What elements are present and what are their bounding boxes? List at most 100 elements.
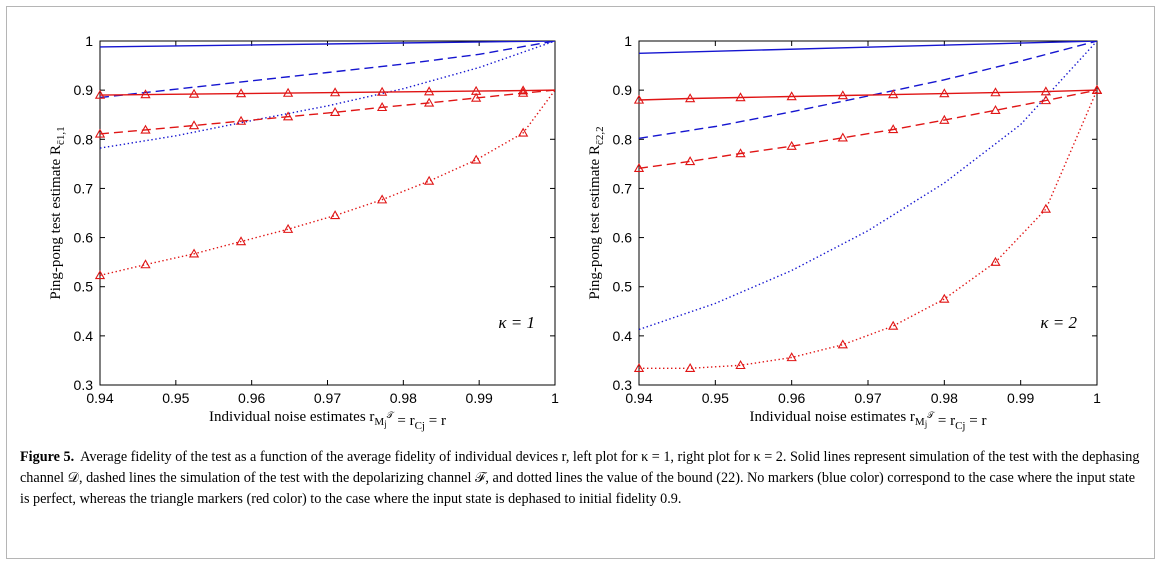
x-tick-label: 0.95 bbox=[702, 390, 729, 406]
triangle-marker bbox=[140, 89, 151, 99]
kappa-annotation: κ = 2 bbox=[1040, 313, 1077, 332]
triangle-marker bbox=[329, 210, 341, 220]
triangle-marker bbox=[282, 111, 294, 121]
triangle-marker bbox=[939, 293, 950, 303]
triangle-marker bbox=[837, 339, 848, 349]
plot-panel-2: 0.94 0.95 0.96 0.97 0.98 0.99 1 0.3 0.4 0.5 0.6 0.7… bbox=[587, 33, 1103, 432]
triangle-marker bbox=[1040, 203, 1052, 213]
triangle-marker bbox=[282, 87, 294, 97]
y-tick-label: 0.4 bbox=[74, 328, 94, 344]
triangle-marker bbox=[786, 91, 797, 101]
triangle-marker bbox=[235, 115, 247, 125]
triangle-marker bbox=[188, 88, 200, 98]
series-line-dashed-blue bbox=[100, 41, 555, 99]
triangle-marker bbox=[423, 175, 435, 185]
figure-frame: 0.94 0.95 0.96 0.97 0.98 0.99 1 0.3 0.4 0.5 0.6 0.7… bbox=[6, 6, 1155, 559]
x-tick-label: 0.96 bbox=[778, 390, 805, 406]
triangle-marker bbox=[837, 90, 848, 100]
triangle-marker bbox=[423, 86, 435, 96]
triangle-marker bbox=[735, 360, 746, 370]
triangle-marker bbox=[888, 320, 899, 330]
triangle-marker bbox=[282, 223, 294, 233]
kappa-annotation: κ = 1 bbox=[498, 313, 535, 332]
triangle-marker bbox=[140, 259, 151, 269]
y-tick-label: 0.3 bbox=[613, 377, 633, 393]
series-line-dashed-red bbox=[100, 89, 555, 135]
series-line-solid-red bbox=[100, 89, 555, 96]
triangle-marker bbox=[1040, 86, 1052, 96]
y-tick-label: 0.4 bbox=[613, 328, 633, 344]
y-tick-label: 0.9 bbox=[74, 82, 94, 98]
series-line-dotted-blue bbox=[639, 41, 1097, 331]
triangle-marker bbox=[939, 114, 950, 124]
triangle-marker bbox=[94, 270, 106, 280]
y-tick-label: 0.6 bbox=[74, 230, 94, 246]
figure-plots: 0.94 0.95 0.96 0.97 0.98 0.99 1 0.3 0.4 0.5 0.6 0.7… bbox=[48, 33, 1103, 432]
triangle-marker bbox=[94, 89, 106, 99]
triangle-marker bbox=[735, 92, 746, 102]
triangle-marker bbox=[1040, 95, 1052, 105]
triangle-marker bbox=[633, 94, 645, 104]
y-tick-label: 0.8 bbox=[74, 131, 94, 147]
x-tick-label: 0.94 bbox=[86, 390, 113, 406]
x-tick-label: 0.97 bbox=[854, 390, 881, 406]
y-axis-label: Ping-pong test estimate Rc̄1,1 bbox=[48, 126, 67, 299]
triangle-marker bbox=[329, 106, 341, 116]
x-axis-label: Individual noise estimates rMj𝒯 = rCj = … bbox=[209, 409, 446, 432]
triangle-marker bbox=[786, 140, 797, 150]
y-tick-label: 0.5 bbox=[613, 279, 633, 295]
triangle-marker bbox=[786, 352, 797, 362]
triangle-marker bbox=[235, 88, 247, 98]
triangle-marker bbox=[1091, 84, 1103, 94]
y-tick-label: 0.5 bbox=[74, 279, 94, 295]
x-tick-label: 0.99 bbox=[466, 390, 493, 406]
triangle-marker bbox=[188, 120, 200, 130]
triangle-marker bbox=[888, 89, 899, 99]
triangle-marker bbox=[633, 162, 645, 172]
series-line-dotted-red bbox=[639, 89, 1097, 369]
triangle-marker bbox=[735, 148, 746, 158]
triangle-marker bbox=[990, 87, 1001, 97]
y-tick-label: 0.6 bbox=[613, 230, 633, 246]
y-axis-label: Ping-pong test estimate Rc̄2,2 bbox=[587, 126, 606, 299]
triangle-marker bbox=[518, 87, 529, 97]
triangle-marker bbox=[684, 93, 696, 103]
figure-caption: Figure 5. Average fidelity of the test as… bbox=[20, 447, 1145, 510]
x-tick-label: 0.95 bbox=[162, 390, 189, 406]
y-tick-label: 0.7 bbox=[613, 180, 633, 196]
triangle-marker bbox=[94, 128, 106, 138]
series-line-dotted-blue bbox=[100, 41, 555, 149]
triangle-marker bbox=[518, 127, 529, 137]
triangle-marker bbox=[888, 124, 899, 134]
y-tick-label: 1 bbox=[85, 33, 93, 49]
x-tick-label: 0.98 bbox=[390, 390, 417, 406]
series-line-solid-blue bbox=[100, 41, 555, 48]
triangle-marker bbox=[470, 92, 482, 102]
x-tick-label: 0.97 bbox=[314, 390, 341, 406]
series-line-dashed-blue bbox=[639, 41, 1097, 139]
y-tick-label: 0.8 bbox=[613, 131, 633, 147]
triangle-marker bbox=[140, 124, 151, 134]
x-tick-label: 1 bbox=[551, 390, 559, 406]
y-tick-label: 0.3 bbox=[74, 377, 94, 393]
y-tick-label: 1 bbox=[624, 33, 632, 49]
y-tick-label: 0.9 bbox=[613, 82, 633, 98]
triangle-marker bbox=[990, 104, 1001, 114]
x-axis-label: Individual noise estimates rMj𝒯 = rCj = … bbox=[750, 409, 987, 432]
triangle-marker bbox=[837, 132, 848, 142]
triangle-marker bbox=[684, 156, 696, 166]
plot-panel-1: 0.94 0.95 0.96 0.97 0.98 0.99 1 0.3 0.4 0.5 0.6 0.7… bbox=[48, 33, 559, 432]
figure-label: Figure 5. bbox=[20, 449, 75, 465]
y-tick-label: 0.7 bbox=[74, 180, 94, 196]
triangle-marker bbox=[376, 194, 388, 204]
triangle-marker bbox=[376, 102, 388, 112]
triangle-marker bbox=[376, 86, 388, 96]
triangle-marker bbox=[188, 248, 200, 258]
x-tick-label: 0.99 bbox=[1007, 390, 1034, 406]
x-tick-label: 0.96 bbox=[238, 390, 265, 406]
triangle-marker bbox=[633, 362, 645, 372]
series-line-dotted-red bbox=[100, 89, 555, 277]
caption-text: Average fidelity of the test as a functi… bbox=[20, 449, 1140, 507]
series-line-solid-red bbox=[639, 89, 1097, 101]
series-line-dashed-red bbox=[639, 89, 1097, 169]
